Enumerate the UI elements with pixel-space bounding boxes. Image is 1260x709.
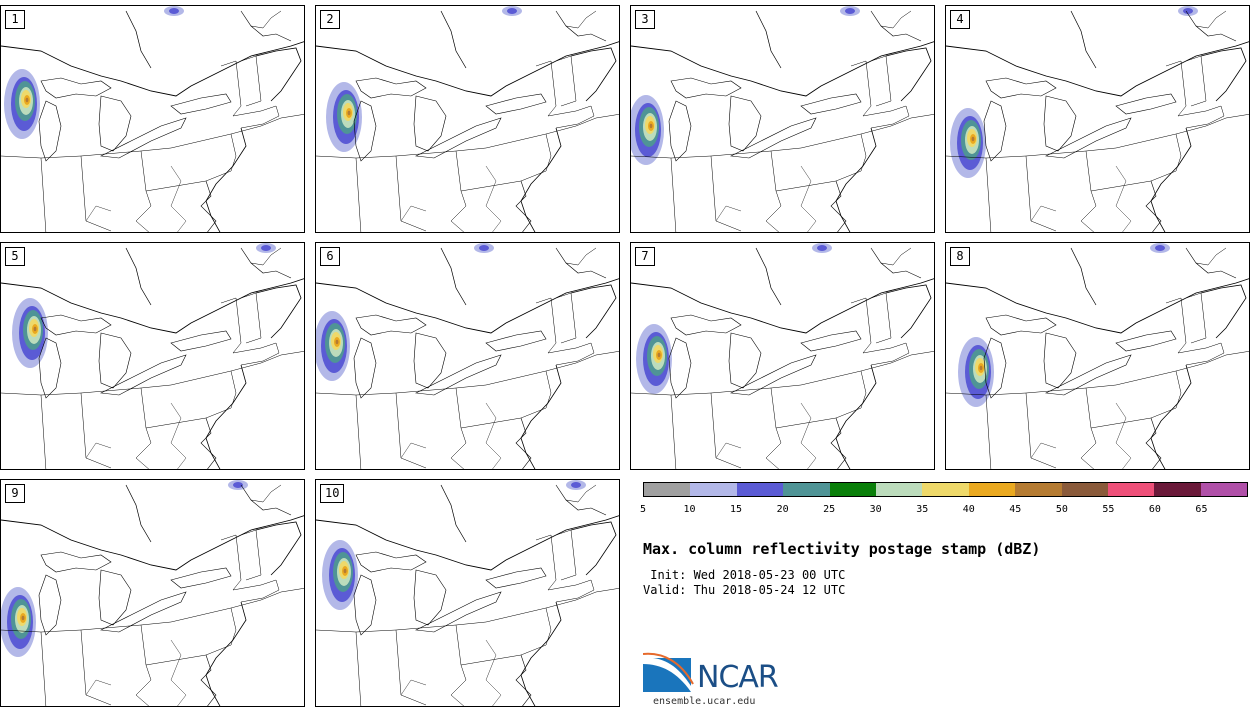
colorbar-tick-label: 45 bbox=[1009, 504, 1022, 515]
colorbar-segment bbox=[1061, 483, 1108, 496]
member-panel: 8 bbox=[945, 242, 1250, 470]
colorbar-segment bbox=[1015, 483, 1062, 496]
valid-time: Valid: Thu 2018-05-24 12 UTC bbox=[643, 583, 846, 597]
reflectivity-colorbar bbox=[643, 482, 1248, 497]
colorbar-segment bbox=[1200, 483, 1248, 496]
member-number-label: 10 bbox=[320, 484, 345, 503]
member-map bbox=[946, 243, 1249, 469]
member-number-label: 4 bbox=[950, 10, 970, 29]
colorbar-segment bbox=[1107, 483, 1155, 496]
member-map bbox=[1, 6, 304, 232]
member-number-label: 8 bbox=[950, 247, 970, 266]
colorbar-segment bbox=[1154, 483, 1201, 496]
member-map bbox=[316, 480, 619, 706]
member-number-label: 7 bbox=[635, 247, 655, 266]
member-map bbox=[631, 6, 934, 232]
colorbar-tick-label: 20 bbox=[776, 504, 789, 515]
colorbar-segment bbox=[644, 483, 691, 496]
member-map bbox=[1, 480, 304, 706]
colorbar-segment bbox=[875, 483, 923, 496]
member-map bbox=[631, 243, 934, 469]
member-panel: 6 bbox=[315, 242, 620, 470]
colorbar-tick-label: 15 bbox=[730, 504, 743, 515]
colorbar-tick-labels: 5 10 15 20 25 30 35 40 45 50 55 60 65 bbox=[639, 504, 1248, 518]
colorbar-tick-label: 65 bbox=[1195, 504, 1208, 515]
colorbar-tick-label: 10 bbox=[683, 504, 696, 515]
colorbar-segment bbox=[736, 483, 784, 496]
colorbar-tick-label: 5 bbox=[639, 504, 647, 515]
colorbar-tick-label: 50 bbox=[1055, 504, 1068, 515]
member-panel: 3 bbox=[630, 5, 935, 233]
member-map bbox=[946, 6, 1249, 232]
colorbar-segment bbox=[922, 483, 969, 496]
member-number-label: 6 bbox=[320, 247, 340, 266]
colorbar-tick-label: 25 bbox=[823, 504, 836, 515]
colorbar-tick-label: 40 bbox=[962, 504, 975, 515]
member-number-label: 2 bbox=[320, 10, 340, 29]
colorbar-tick-label: 30 bbox=[869, 504, 882, 515]
member-panel: 2 bbox=[315, 5, 620, 233]
ncar-logo-text: NCAR bbox=[697, 660, 779, 695]
colorbar-tick-label: 60 bbox=[1148, 504, 1161, 515]
colorbar-segment bbox=[690, 483, 737, 496]
colorbar-segment bbox=[783, 483, 830, 496]
member-panel: 9 bbox=[0, 479, 305, 707]
member-panel: 5 bbox=[0, 242, 305, 470]
colorbar-tick-label: 35 bbox=[916, 504, 929, 515]
figure-title: Max. column reflectivity postage stamp (… bbox=[643, 540, 1041, 558]
init-time: Init: Wed 2018-05-23 00 UTC bbox=[643, 568, 846, 582]
member-map bbox=[1, 243, 304, 469]
colorbar-segment bbox=[829, 483, 876, 496]
website-label: ensemble.ucar.edu bbox=[653, 696, 756, 707]
colorbar-tick-label: 55 bbox=[1102, 504, 1115, 515]
member-map bbox=[316, 243, 619, 469]
member-panel: 10 bbox=[315, 479, 620, 707]
ncar-logo-icon bbox=[643, 652, 694, 692]
member-panel: 7 bbox=[630, 242, 935, 470]
member-map bbox=[316, 6, 619, 232]
member-number-label: 3 bbox=[635, 10, 655, 29]
member-number-label: 1 bbox=[5, 10, 25, 29]
member-panel: 1 bbox=[0, 5, 305, 233]
member-panel: 4 bbox=[945, 5, 1250, 233]
member-number-label: 5 bbox=[5, 247, 25, 266]
colorbar-segment bbox=[968, 483, 1016, 496]
member-number-label: 9 bbox=[5, 484, 25, 503]
